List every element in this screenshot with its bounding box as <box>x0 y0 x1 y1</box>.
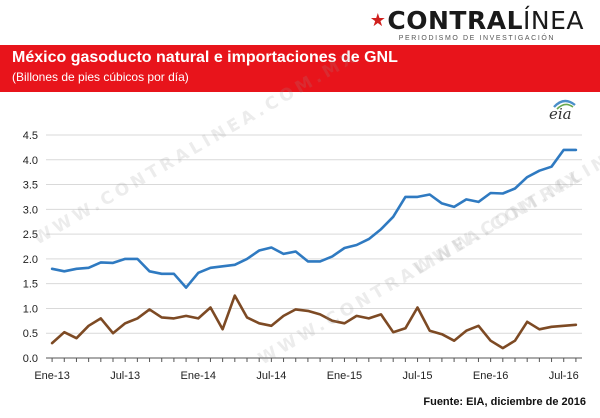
y-tick-label: 3.0 <box>23 204 38 216</box>
y-tick-label: 1.0 <box>23 303 38 315</box>
logo-light-text: ÍNEA <box>523 6 584 35</box>
y-tick-label: 3.5 <box>23 180 38 192</box>
series-line-2 <box>50 294 578 350</box>
x-tick-label: Ene-13 <box>34 370 69 382</box>
logo-wordmark: ★CONTRALÍNEA <box>370 8 584 34</box>
x-tick-label: Ene-14 <box>181 370 216 382</box>
contralinea-logo: ★CONTRALÍNEA PERIODISMO DE INVESTIGACIÓN <box>370 8 584 43</box>
star-icon: ★ <box>369 10 387 31</box>
y-tick-label: 1.5 <box>23 279 38 291</box>
eia-logo-text: eia <box>549 105 572 123</box>
x-tick-label: Jul-15 <box>403 370 433 382</box>
title-bar: México gasoducto natural e importaciones… <box>0 45 600 92</box>
x-tick-label: Jul-14 <box>256 370 286 382</box>
logo-tagline: PERIODISMO DE INVESTIGACIÓN <box>398 35 556 42</box>
x-tick-label: Jul-16 <box>549 370 579 382</box>
y-tick-label: 2.0 <box>23 254 38 266</box>
y-tick-label: 0.5 <box>23 328 38 340</box>
x-tick-label: Ene-15 <box>327 370 362 382</box>
y-tick-label: 4.0 <box>23 155 38 167</box>
eia-logo: eia <box>548 97 578 123</box>
chart-subtitle: (Billones de pies cúbicos por día) <box>12 70 189 84</box>
chart-title: México gasoducto natural e importaciones… <box>12 49 398 66</box>
x-tick-label: Jul-13 <box>110 370 140 382</box>
source-note: Fuente: EIA, diciembre de 2016 <box>423 396 586 408</box>
x-tick-label: Ene-16 <box>473 370 508 382</box>
eia-arc-icon <box>553 99 576 110</box>
y-tick-label: 0.0 <box>23 353 38 365</box>
y-tick-label: 2.5 <box>23 229 38 241</box>
series-line-1 <box>50 148 578 289</box>
logo-bold-text: CONTRAL <box>387 6 524 35</box>
y-tick-label: 4.5 <box>23 130 38 142</box>
